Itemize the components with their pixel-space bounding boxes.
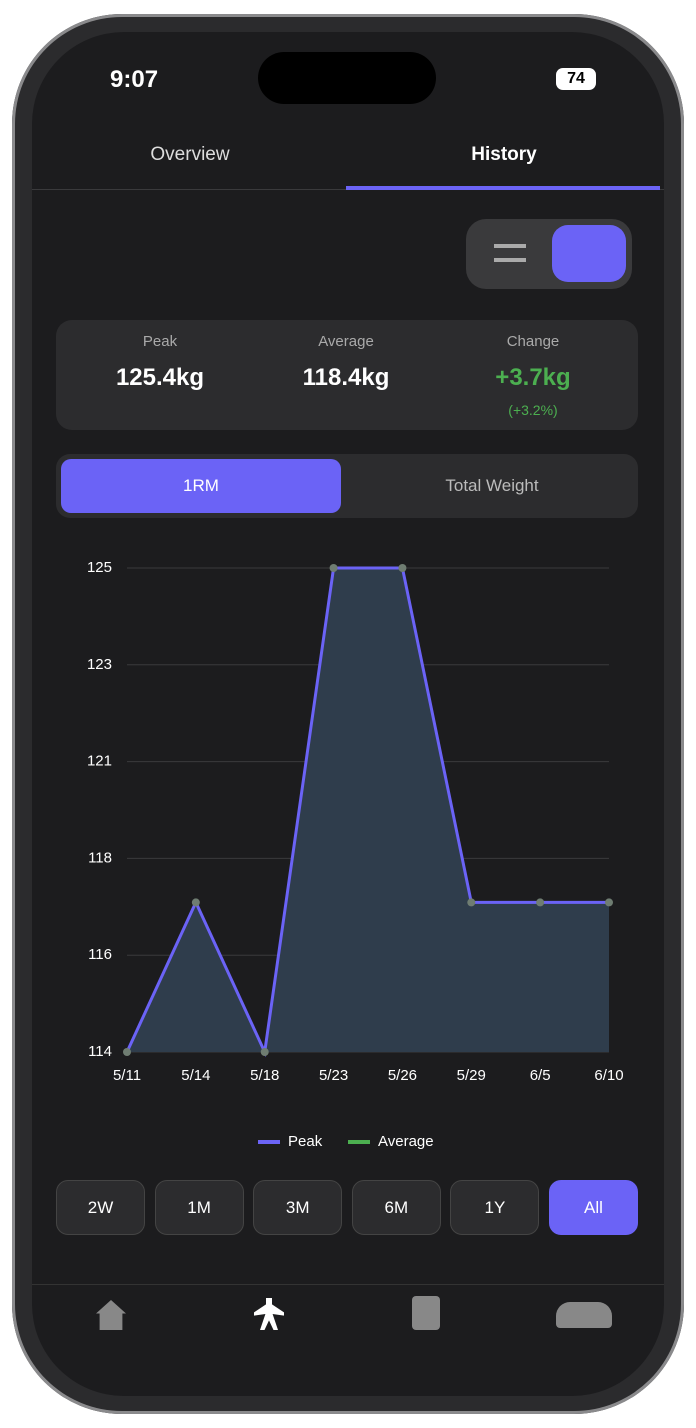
area: [127, 568, 609, 1052]
stat-value: +3.7kg: [495, 364, 571, 391]
range-button[interactable]: 3M: [253, 1180, 343, 1235]
x-tick-label: 6/5: [530, 1067, 551, 1084]
y-tick-label: 116: [88, 946, 112, 963]
range-button[interactable]: 1M: [154, 1180, 244, 1235]
point: [536, 898, 545, 907]
range-button[interactable]: All: [549, 1180, 638, 1235]
point: [605, 898, 613, 907]
y-tick-label: 118: [88, 849, 112, 866]
point: [329, 564, 338, 572]
stat-label: Average: [318, 333, 374, 350]
metric-button[interactable]: 1RM: [61, 459, 341, 513]
tab[interactable]: History: [471, 144, 537, 165]
point: [260, 1048, 269, 1056]
chart: 114 116 118 121 123 125 5/11 5/14 5/18 5/23 5/26 5/…: [87, 559, 624, 1150]
clock: 9:07: [110, 66, 159, 93]
tab[interactable]: Overview: [150, 144, 230, 165]
point: [191, 898, 200, 907]
line: [125, 566, 609, 1058]
x-tick-label: 5/23: [319, 1067, 348, 1084]
legend-label: Average: [378, 1133, 434, 1150]
range-button[interactable]: 2W: [56, 1180, 145, 1235]
stat-label: Peak: [142, 333, 178, 350]
range-button[interactable]: 6M: [351, 1180, 441, 1235]
battery: 74: [556, 68, 596, 90]
stat-value: 118.4kg: [302, 364, 390, 391]
x-tick-label: 6/10: [594, 1067, 623, 1084]
point: [123, 1048, 131, 1056]
tab-indicator: [346, 186, 660, 190]
x-tick-label: 5/29: [457, 1067, 486, 1084]
nav-divider: [32, 1284, 664, 1285]
y-tick-label: 114: [88, 1043, 112, 1060]
stats-card: [56, 320, 638, 430]
list-icon[interactable]: [494, 244, 526, 262]
metric-button[interactable]: Total Weight: [445, 476, 539, 495]
point: [467, 898, 476, 907]
stat-label: Change: [506, 333, 560, 350]
x-tick-label: 5/14: [181, 1067, 210, 1084]
y-tick-label: 125: [87, 559, 112, 576]
documents-icon[interactable]: [412, 1296, 440, 1330]
x-tick-label: 5/18: [250, 1067, 279, 1084]
stat-detail: (+3.2%): [508, 402, 558, 418]
x-tick-label: 5/26: [388, 1067, 417, 1084]
x-tick-label: 5/11: [113, 1067, 141, 1084]
stat-value: 125.4kg: [115, 364, 205, 391]
community-icon[interactable]: [556, 1302, 612, 1328]
chart-view-button[interactable]: [552, 225, 626, 282]
y-tick-label: 121: [87, 753, 112, 770]
point: [398, 564, 407, 572]
legend-label: Peak: [288, 1133, 323, 1150]
y-tick-label: 123: [87, 656, 112, 673]
range-button[interactable]: 1Y: [450, 1180, 540, 1235]
dynamic-island: [258, 52, 436, 104]
